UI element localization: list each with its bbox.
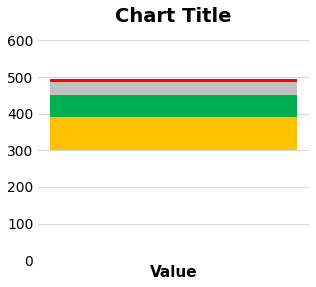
Title: Chart Title: Chart Title — [115, 7, 232, 26]
Bar — [51, 79, 297, 82]
Bar — [51, 95, 297, 117]
Bar — [51, 82, 297, 95]
Bar — [51, 117, 297, 150]
Bar — [51, 150, 297, 260]
